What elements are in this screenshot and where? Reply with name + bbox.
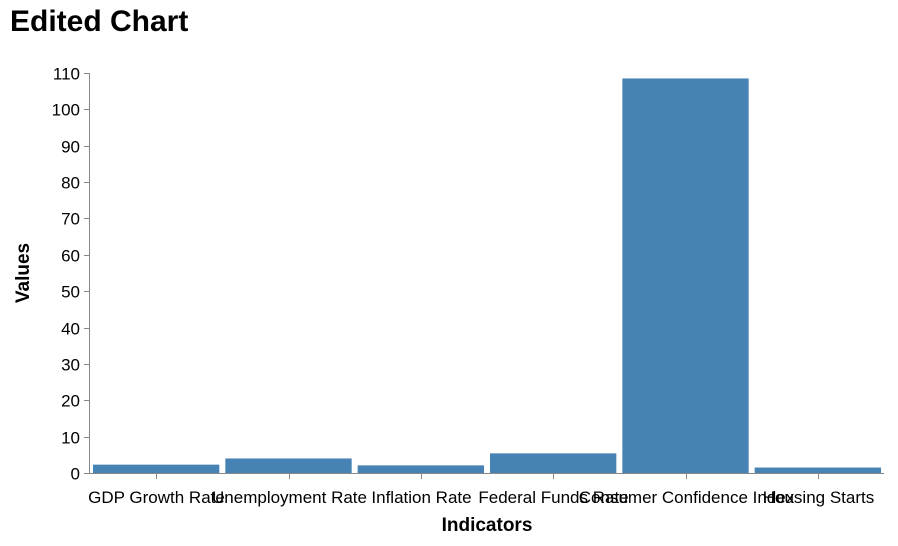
x-tick-label: Consumer Confidence Index — [579, 488, 795, 507]
y-tick-label: 110 — [53, 65, 80, 84]
y-tick-label: 70 — [61, 210, 80, 229]
bar-inflation-rate — [357, 465, 484, 473]
chart-title: Edited Chart — [10, 5, 189, 38]
y-tick-label: 20 — [61, 392, 80, 411]
y-tick-label: 100 — [52, 101, 80, 120]
y-axis-title: Values — [13, 243, 34, 303]
y-tick-label: 50 — [61, 283, 80, 302]
y-axis: 0 10 20 30 40 50 60 70 80 90 100 110 — [52, 65, 90, 484]
y-tick-label: 80 — [61, 174, 80, 193]
x-axis-title: Indicators — [442, 515, 533, 536]
y-tick-label: 30 — [61, 356, 80, 375]
y-tick-label: 90 — [61, 138, 80, 157]
x-tick-label: Inflation Rate — [371, 488, 471, 507]
y-tick-label: 0 — [71, 465, 80, 484]
bar-federal-funds-rate — [490, 453, 617, 473]
x-tick-label: Unemployment Rate — [212, 488, 367, 507]
x-tick-label: GDP Growth Rate — [88, 488, 225, 507]
bar-unemployment-rate — [225, 458, 352, 473]
y-tick-label: 40 — [61, 320, 80, 339]
y-tick-label: 60 — [61, 247, 80, 266]
x-tick-label: Federal Funds Rate — [478, 488, 628, 507]
bar-consumer-confidence-index — [622, 78, 749, 474]
x-tick-label: Housing Starts — [763, 488, 875, 507]
y-tick-label: 10 — [61, 429, 80, 448]
bars — [93, 78, 881, 474]
bar-gdp-growth-rate — [93, 464, 220, 473]
bar-housing-starts — [754, 467, 881, 473]
